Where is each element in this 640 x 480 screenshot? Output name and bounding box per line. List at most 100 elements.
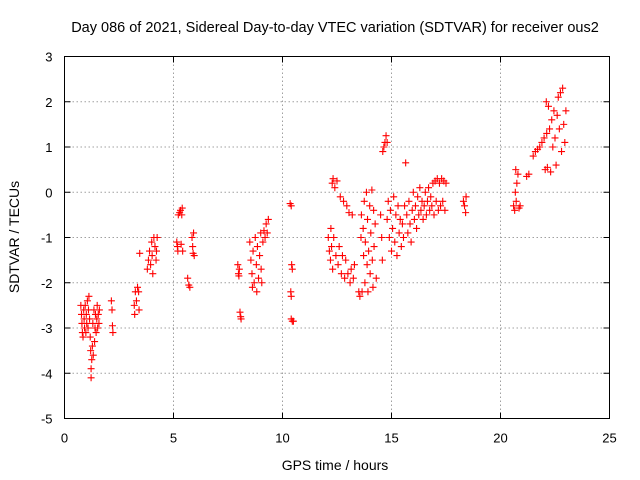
data-point [87, 374, 95, 382]
data-point [538, 138, 546, 146]
data-point [392, 211, 400, 219]
data-point [388, 247, 395, 255]
data-point [512, 166, 520, 174]
data-point [406, 220, 414, 228]
data-point [87, 347, 95, 355]
axis-ticks: 0 5 10 15 20 25 -5 -4 -3 -2 -1 0 1 2 3 [41, 50, 617, 446]
data-point [256, 252, 264, 260]
data-point [553, 111, 561, 119]
data-point [178, 204, 186, 212]
data-point [337, 270, 345, 278]
x-tick-label: 25 [602, 431, 616, 446]
data-point [248, 270, 256, 278]
data-point [135, 306, 143, 314]
data-point [419, 215, 427, 223]
data-point [365, 247, 373, 255]
data-point [550, 107, 558, 115]
data-point [511, 188, 519, 196]
data-point [441, 206, 449, 214]
data-point [510, 202, 518, 210]
data-point [177, 240, 185, 248]
data-point [396, 215, 404, 223]
data-point [261, 234, 269, 241]
y-tick-label: -5 [41, 412, 53, 427]
data-point [357, 211, 365, 219]
data-point [516, 202, 524, 210]
data-point [366, 202, 374, 210]
data-point [348, 211, 356, 219]
data-point [109, 329, 117, 337]
data-point [93, 315, 101, 323]
data-point [252, 261, 260, 269]
data-point [362, 188, 370, 196]
data-point [416, 184, 424, 192]
data-point [369, 283, 377, 291]
x-tick-label: 5 [170, 431, 177, 446]
data-point [249, 247, 257, 255]
y-tick-label: -2 [41, 276, 53, 291]
data-point [234, 261, 242, 269]
data-point [95, 306, 103, 314]
data-point [370, 243, 378, 251]
data-point [152, 247, 160, 255]
data-point [91, 338, 99, 346]
data-point [395, 229, 403, 237]
data-point [393, 252, 401, 260]
data-point [427, 193, 435, 201]
data-point [190, 252, 198, 260]
data-point [360, 252, 368, 260]
data-point [512, 197, 520, 205]
data-point [146, 247, 154, 255]
data-point [462, 193, 470, 201]
data-point [152, 256, 160, 264]
data-point [342, 256, 350, 264]
data-point [178, 211, 186, 219]
data-point [391, 238, 399, 246]
y-tick-label: 2 [45, 95, 52, 110]
data-point [543, 163, 551, 171]
y-tick-label: -4 [41, 366, 53, 381]
data-point [382, 132, 390, 140]
data-point [148, 252, 156, 260]
data-point [334, 261, 342, 269]
data-point [94, 324, 102, 332]
data-point [340, 197, 348, 205]
x-tick-label: 10 [275, 431, 289, 446]
data-point [338, 252, 346, 260]
data-point [87, 365, 95, 373]
data-point [380, 143, 388, 151]
data-point [287, 202, 295, 210]
data-point [514, 170, 522, 178]
data-point [235, 265, 243, 273]
data-point [411, 202, 419, 210]
data-point [82, 329, 90, 337]
data-point [425, 184, 433, 192]
data-point [262, 220, 270, 228]
data-point [147, 261, 155, 269]
data-point [173, 238, 181, 246]
data-point [556, 89, 564, 97]
data-point [328, 179, 336, 187]
data-point [409, 188, 417, 196]
y-tick-label: 1 [45, 140, 52, 155]
data-point [331, 184, 339, 192]
y-tick-label: 3 [45, 50, 52, 65]
data-point [462, 209, 470, 217]
data-point [422, 211, 430, 219]
data-point [356, 292, 364, 300]
data-point [407, 238, 415, 246]
data-point [135, 288, 143, 296]
y-tick-label: -1 [41, 231, 53, 246]
data-point [263, 229, 271, 237]
data-point [414, 193, 422, 201]
plot-frame [64, 56, 610, 419]
data-point [546, 125, 554, 133]
data-point [379, 148, 387, 156]
data-point [332, 252, 340, 260]
data-point [551, 134, 559, 142]
data-point [437, 202, 445, 210]
data-point [326, 256, 334, 264]
y-axis-label: SDTVAR / TECUs [6, 181, 22, 293]
data-point [83, 297, 91, 305]
